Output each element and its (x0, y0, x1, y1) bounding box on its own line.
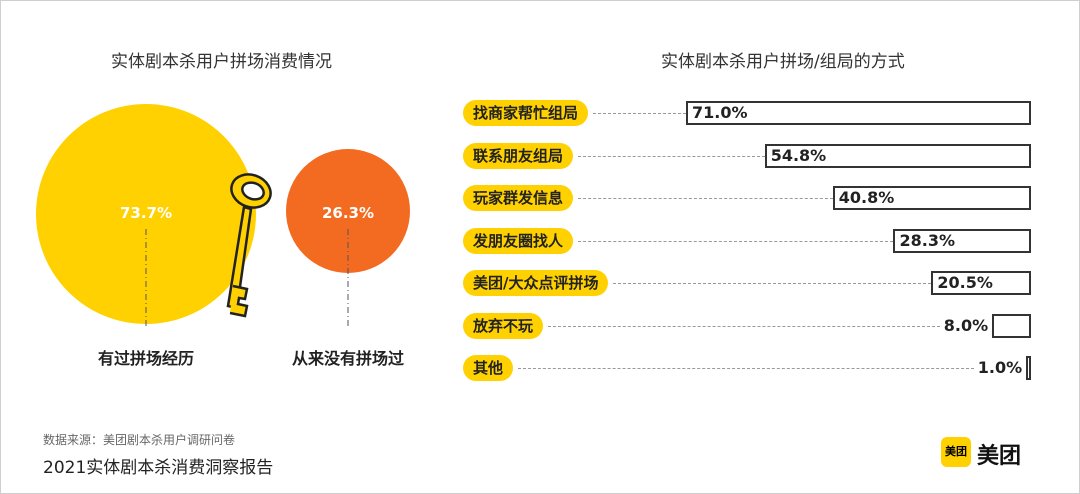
slice-label-0: 73.7% (119, 204, 173, 222)
leader-line (518, 368, 974, 369)
category-badge: 发朋友圈找人 (463, 227, 574, 254)
pie-area (36, 104, 410, 326)
category-badge: 美团/大众点评拼场 (463, 270, 609, 296)
bar-value-label: 1.0% (977, 358, 1023, 377)
report-title: 2021实体剧本杀消费洞察报告 (43, 458, 274, 478)
leader-line (613, 283, 932, 284)
bar (764, 143, 1031, 168)
leader-line (548, 325, 940, 327)
leader-line (578, 240, 894, 242)
leader-line (578, 198, 833, 199)
bar (893, 228, 1031, 253)
bar-value-label: 8.0% (943, 315, 989, 335)
data-source: 数据来源：美团剧本杀用户调研问卷 (43, 433, 236, 447)
bar (1026, 356, 1031, 380)
leader-line (593, 113, 686, 114)
bar (992, 313, 1031, 338)
bar-value-label: 71.0% (692, 103, 748, 122)
category-badge: 放弃不玩 (463, 312, 544, 339)
category-badge: 找商家帮忙组局 (463, 100, 589, 126)
slice-circle-1 (286, 149, 410, 273)
bar-chart-title: 实体剧本杀用户拼场/组局的方式 (661, 52, 905, 72)
key-icon (226, 173, 272, 318)
leader-line (578, 155, 765, 157)
slice-name-0: 有过拼场经历 (97, 349, 195, 368)
bar-value-label: 54.8% (770, 145, 827, 165)
bar (686, 101, 1031, 125)
bar (832, 186, 1031, 210)
meituan-logo-badge: 美团 (941, 437, 971, 467)
slice-name-1: 从来没有拼场过 (291, 349, 405, 368)
left-chart-title: 实体剧本杀用户拼场消费情况 (111, 52, 332, 72)
meituan-logo-text: 美团 (977, 444, 1022, 469)
bar-value-label: 28.3% (899, 230, 955, 250)
category-badge: 联系朋友组局 (463, 142, 574, 169)
bar (931, 271, 1031, 295)
bar-value-label: 40.8% (838, 188, 895, 207)
bar-value-label: 20.5% (937, 273, 993, 292)
slice-label-1: 26.3% (321, 204, 375, 222)
slice-circle-0 (36, 104, 256, 324)
category-badge: 其他 (463, 355, 514, 381)
category-badge: 玩家群发信息 (463, 185, 574, 211)
